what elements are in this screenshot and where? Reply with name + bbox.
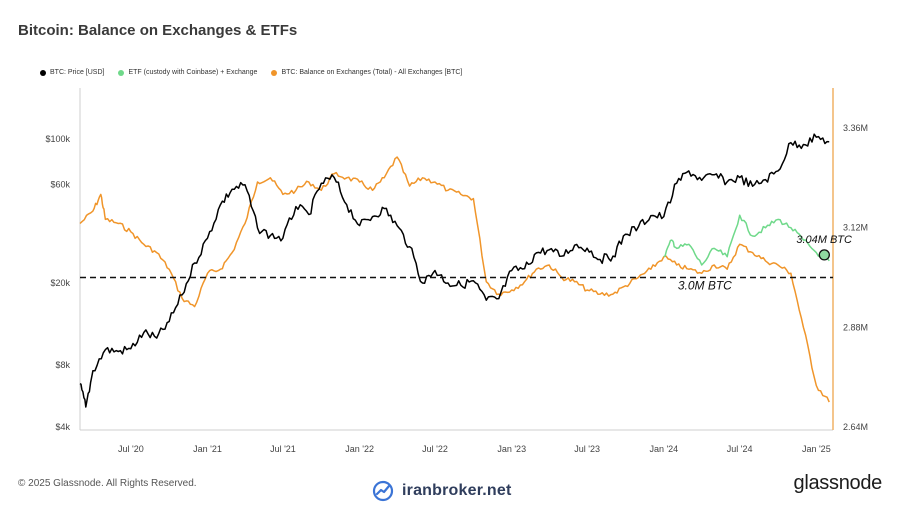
legend-dot-price <box>40 69 46 76</box>
y-right-tick-label: 2.64M <box>843 422 868 432</box>
etf-series-line <box>663 214 830 266</box>
x-tick-label: Jan '21 <box>193 444 222 454</box>
price-series-line <box>79 133 830 408</box>
annotation-3-04m: 3.04M BTC <box>796 234 852 246</box>
y-left-tick-label: $100k <box>45 134 70 144</box>
annotation-marker <box>818 249 830 261</box>
exchange-balance-series-line <box>79 156 830 403</box>
x-tick-label: Jan '23 <box>497 444 526 454</box>
x-tick-label: Jan '22 <box>345 444 374 454</box>
watermark-logo-icon <box>372 480 394 502</box>
x-tick-label: Jul '20 <box>118 444 144 454</box>
y-right-tick-label: 2.88M <box>843 322 868 332</box>
legend-item-exchange-balance[interactable]: BTC: Balance on Exchanges (Total) - All … <box>271 69 462 76</box>
legend-dot-etf <box>118 69 125 76</box>
watermark-text: iranbroker.net <box>402 482 512 499</box>
y-right-tick-label: 3.36M <box>843 123 868 133</box>
x-tick-label: Jan '25 <box>802 444 831 454</box>
y-right-tick-label: 3.12M <box>843 223 868 233</box>
copyright-text: © 2025 Glassnode. All Rights Reserved. <box>18 478 197 489</box>
x-tick-label: Jul '22 <box>422 444 448 454</box>
legend-dot-exchange-balance <box>271 69 278 76</box>
y-left-tick-label: $4k <box>55 422 70 432</box>
x-tick-label: Jul '21 <box>270 444 296 454</box>
y-left-tick-label: $20k <box>50 278 70 288</box>
x-tick-label: Jul '23 <box>574 444 600 454</box>
legend-label-price: BTC: Price [USD] <box>50 69 105 76</box>
legend-item-price[interactable]: BTC: Price [USD] <box>40 69 104 76</box>
brand-logo: glassnode <box>793 472 883 494</box>
legend-label-etf: ETF (custody with Coinbase) + Exchange <box>128 69 258 76</box>
watermark: iranbroker.net <box>372 480 512 502</box>
x-tick-label: Jul '24 <box>727 444 753 454</box>
legend-label-exchange-balance: BTC: Balance on Exchanges (Total) - All … <box>281 69 463 76</box>
legend-item-etf[interactable]: ETF (custody with Coinbase) + Exchange <box>118 69 257 76</box>
chart-title: Bitcoin: Balance on Exchanges & ETFs <box>18 22 298 39</box>
y-left-tick-label: $60k <box>50 180 70 190</box>
x-tick-label: Jan '24 <box>649 444 678 454</box>
annotation-3-0m: 3.0M BTC <box>678 279 732 293</box>
chart-legend: BTC: Price [USD] ETF (custody with Coinb… <box>40 69 462 76</box>
y-left-tick-label: $8k <box>55 360 70 370</box>
